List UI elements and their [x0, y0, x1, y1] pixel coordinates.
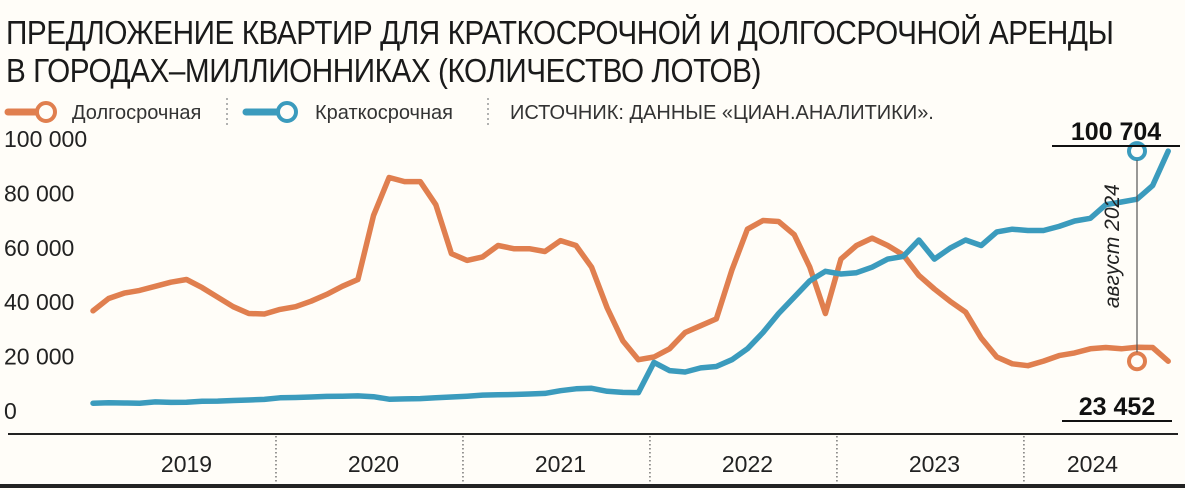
year-label: 2023: [909, 451, 960, 477]
y-tick-label: 60 000: [4, 235, 74, 261]
legend: Долгосрочная Краткосрочная ИСТОЧНИК: ДАН…: [4, 98, 934, 128]
y-axis: 0 20 000 40 000 60 000 80 000 100 000: [4, 126, 87, 424]
year-label: 2020: [348, 451, 399, 477]
series-line-short: [90, 148, 1171, 406]
legend-marker-long: [35, 101, 57, 123]
y-tick-label: 100 000: [4, 126, 87, 152]
end-label-short: 100 704: [1071, 118, 1161, 146]
end-marker-short: [1127, 141, 1147, 162]
year-label: 2022: [722, 451, 773, 477]
legend-label-short: Краткосрочная: [315, 102, 453, 124]
end-note: август 2024: [1101, 184, 1124, 308]
end-markers: [1127, 141, 1147, 372]
y-tick-label: 80 000: [4, 180, 74, 206]
legend-label-long: Долгосрочная: [72, 102, 201, 124]
end-label-long: 23 452: [1079, 393, 1155, 421]
source-note: ИСТОЧНИК: ДАННЫЕ «ЦИАН.АНАЛИТИКИ».: [510, 102, 934, 124]
y-tick-label: 0: [4, 398, 17, 424]
end-annotation: август 2024 100 704 23 452: [1052, 118, 1180, 422]
end-marker-long: [1127, 351, 1147, 372]
series-line-long: [90, 174, 1171, 369]
y-tick-label: 20 000: [4, 344, 74, 370]
y-tick-label: 40 000: [4, 289, 74, 315]
x-axis: 2019 2020 2021 2022 2023 2024: [0, 433, 1185, 488]
series-lines: [90, 148, 1171, 406]
year-label: 2019: [161, 451, 212, 477]
year-label: 2024: [1067, 451, 1118, 477]
chart-title-line-2: В ГОРОДАХ–МИЛЛИОННИКАХ (КОЛИЧЕСТВО ЛОТОВ…: [6, 52, 761, 89]
year-label: 2021: [535, 451, 586, 477]
legend-marker-short: [276, 101, 298, 123]
chart-title-line-1: ПРЕДЛОЖЕНИЕ КВАРТИР ДЛЯ КРАТКОСРОЧНОЙ И …: [6, 14, 1114, 51]
